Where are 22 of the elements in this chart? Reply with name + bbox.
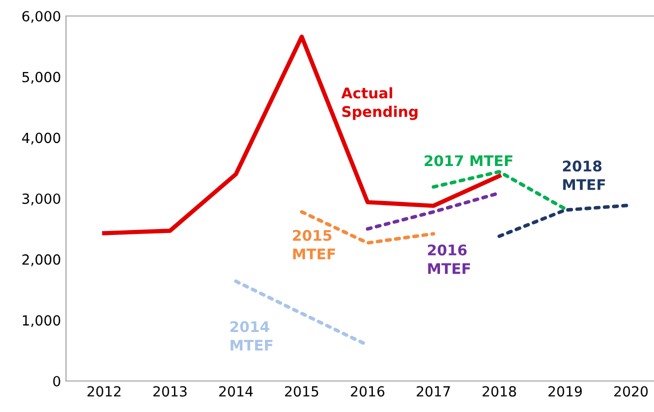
x-tick-label: 2014 [219, 386, 253, 397]
series-label: 2017 MTEF [424, 155, 512, 166]
x-tick-label: 2018 [482, 386, 516, 397]
x-tick-label: 2013 [153, 386, 187, 397]
y-tick-label: 2,000 [22, 254, 60, 266]
x-tick-label: 2012 [88, 386, 120, 397]
y-tick-label: 0 [53, 376, 60, 386]
text: 2016 MTEF [428, 244, 470, 274]
y-tick-label: 1,000 [22, 315, 60, 328]
x-tick-label: 2016 [350, 386, 384, 397]
series-label: Actual Spending [341, 87, 418, 120]
y-tick-label: 3,000 [22, 193, 60, 206]
x-tick-label: 2019 [548, 386, 582, 397]
y-tick-label: 6,000 [22, 10, 60, 23]
x-tick-label: 2015 [285, 386, 318, 397]
y-tick-label: 4,000 [22, 132, 60, 145]
x-tick-label: 2020 [614, 386, 648, 397]
y-tick-label: 5,000 [22, 72, 60, 84]
series-label: 2015 MTEF [293, 230, 336, 260]
series-label: 2018 MTEF [562, 160, 605, 190]
series-label: 2014 MTEF [230, 321, 272, 350]
x-tick-label: 2017 [416, 386, 450, 397]
